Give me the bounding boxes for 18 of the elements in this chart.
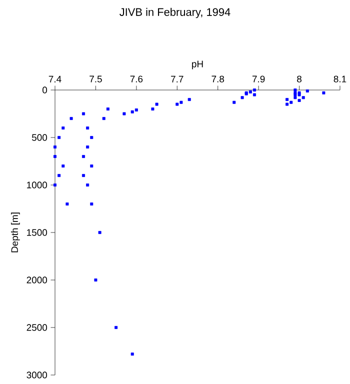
y-tick-label: 3000 <box>26 372 48 378</box>
y-tick-label: 1500 <box>27 229 48 236</box>
y-axis-title: Depth [m] <box>11 212 20 252</box>
y-tick-label: 500 <box>32 134 48 141</box>
x-tick-label: 7.5 <box>90 76 102 82</box>
x-axis-title: pH <box>192 60 203 70</box>
x-tick-label: 7.8 <box>212 76 224 82</box>
chart-title: JIVB in February, 1994 <box>120 8 230 18</box>
x-tick-label: 7.6 <box>130 76 143 82</box>
y-tick-label: 0 <box>42 86 48 94</box>
y-tick-label: 2000 <box>26 276 48 284</box>
x-tick-label: 7.4 <box>48 76 62 82</box>
x-tick-label: 8.1 <box>334 76 346 82</box>
x-tick-label: 7.7 <box>171 76 184 82</box>
x-tick-label: 7.9 <box>252 76 265 82</box>
x-tick-label: 8 <box>297 76 302 82</box>
y-tick-label: 1000 <box>27 182 48 188</box>
y-tick-label: 2500 <box>26 324 48 331</box>
